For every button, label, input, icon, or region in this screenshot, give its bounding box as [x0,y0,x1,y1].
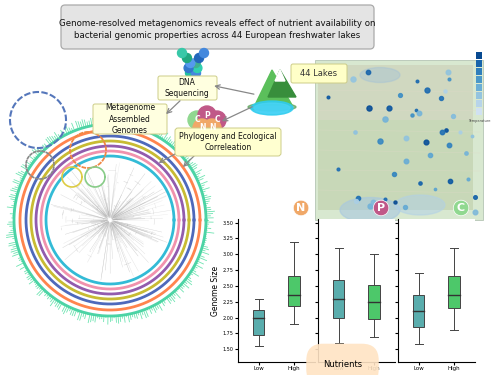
FancyBboxPatch shape [61,5,374,49]
Ellipse shape [254,103,290,113]
Point [422,139,430,145]
Point [414,110,422,116]
Point [456,129,464,135]
Circle shape [193,63,202,72]
Circle shape [186,58,195,68]
FancyBboxPatch shape [93,104,167,134]
Point [334,166,342,172]
Circle shape [182,54,192,63]
Text: N: N [209,123,215,132]
FancyBboxPatch shape [175,128,281,156]
Point [350,129,358,135]
Bar [476,108,482,115]
Point [442,88,450,94]
Point [426,152,434,157]
Point [324,94,332,100]
Point [444,69,452,75]
Bar [253,310,264,335]
Circle shape [184,63,193,72]
Text: C: C [457,203,465,213]
Text: N: N [296,203,306,213]
Circle shape [193,119,211,137]
Point [402,135,410,141]
Bar [476,52,482,59]
Point [408,111,416,117]
Point [448,114,456,120]
Point [442,128,450,134]
Text: Nutrients: Nutrients [188,138,226,147]
Point [436,94,444,100]
Text: N: N [199,123,205,132]
Circle shape [203,119,221,137]
Text: Metagenome
Assembled
Genomes: Metagenome Assembled Genomes [105,104,155,135]
Ellipse shape [340,198,400,222]
FancyBboxPatch shape [318,65,473,120]
Circle shape [200,48,208,57]
Text: bacterial genomic properties across 44 European freshwater lakes: bacterial genomic properties across 44 E… [74,32,360,40]
Point [364,69,372,75]
Bar [413,296,424,327]
Bar [368,285,380,319]
Bar [476,84,482,91]
Polygon shape [268,70,296,97]
Point [350,76,358,82]
Y-axis label: Genome Size: Genome Size [210,266,220,316]
Ellipse shape [248,103,296,111]
Circle shape [178,48,186,57]
Bar [476,100,482,107]
Circle shape [186,69,194,78]
Point [446,178,454,184]
Point [431,186,439,192]
Point [381,116,389,122]
Circle shape [192,69,200,78]
Point [423,87,431,93]
Text: P: P [204,111,210,120]
Point [390,171,398,177]
Circle shape [194,54,203,63]
Bar [476,76,482,83]
Point [412,107,420,113]
Bar [333,279,344,318]
Text: Temperature: Temperature [468,119,490,123]
Bar [448,276,460,308]
Point [472,194,480,200]
Ellipse shape [251,101,293,115]
Text: Phylogeny and Ecological
Correleation: Phylogeny and Ecological Correleation [179,132,277,152]
Point [369,199,377,205]
Text: C: C [194,116,200,124]
Bar [288,276,300,306]
Point [416,180,424,186]
Point [438,129,446,135]
Bar [476,60,482,67]
Text: Nutrients: Nutrients [323,360,362,369]
Polygon shape [275,70,285,81]
Circle shape [208,111,226,129]
Point [462,150,470,156]
Point [382,196,390,202]
Bar [476,92,482,99]
Text: P: P [377,203,385,213]
Point [446,142,454,148]
FancyBboxPatch shape [158,76,217,100]
Point [464,176,472,182]
Circle shape [188,111,206,129]
Point [402,204,409,210]
Circle shape [198,106,216,124]
FancyBboxPatch shape [315,60,483,220]
Point [365,105,373,111]
Ellipse shape [395,195,445,215]
Point [446,76,454,82]
Text: DNA
Sequencing: DNA Sequencing [164,78,210,98]
Ellipse shape [360,68,400,82]
FancyBboxPatch shape [291,64,347,83]
Point [376,138,384,144]
Point [470,209,478,215]
Point [396,92,404,98]
FancyBboxPatch shape [318,120,473,210]
Bar [476,68,482,75]
Polygon shape [255,70,292,105]
Point [412,78,420,84]
Point [468,134,476,140]
Circle shape [191,58,200,68]
